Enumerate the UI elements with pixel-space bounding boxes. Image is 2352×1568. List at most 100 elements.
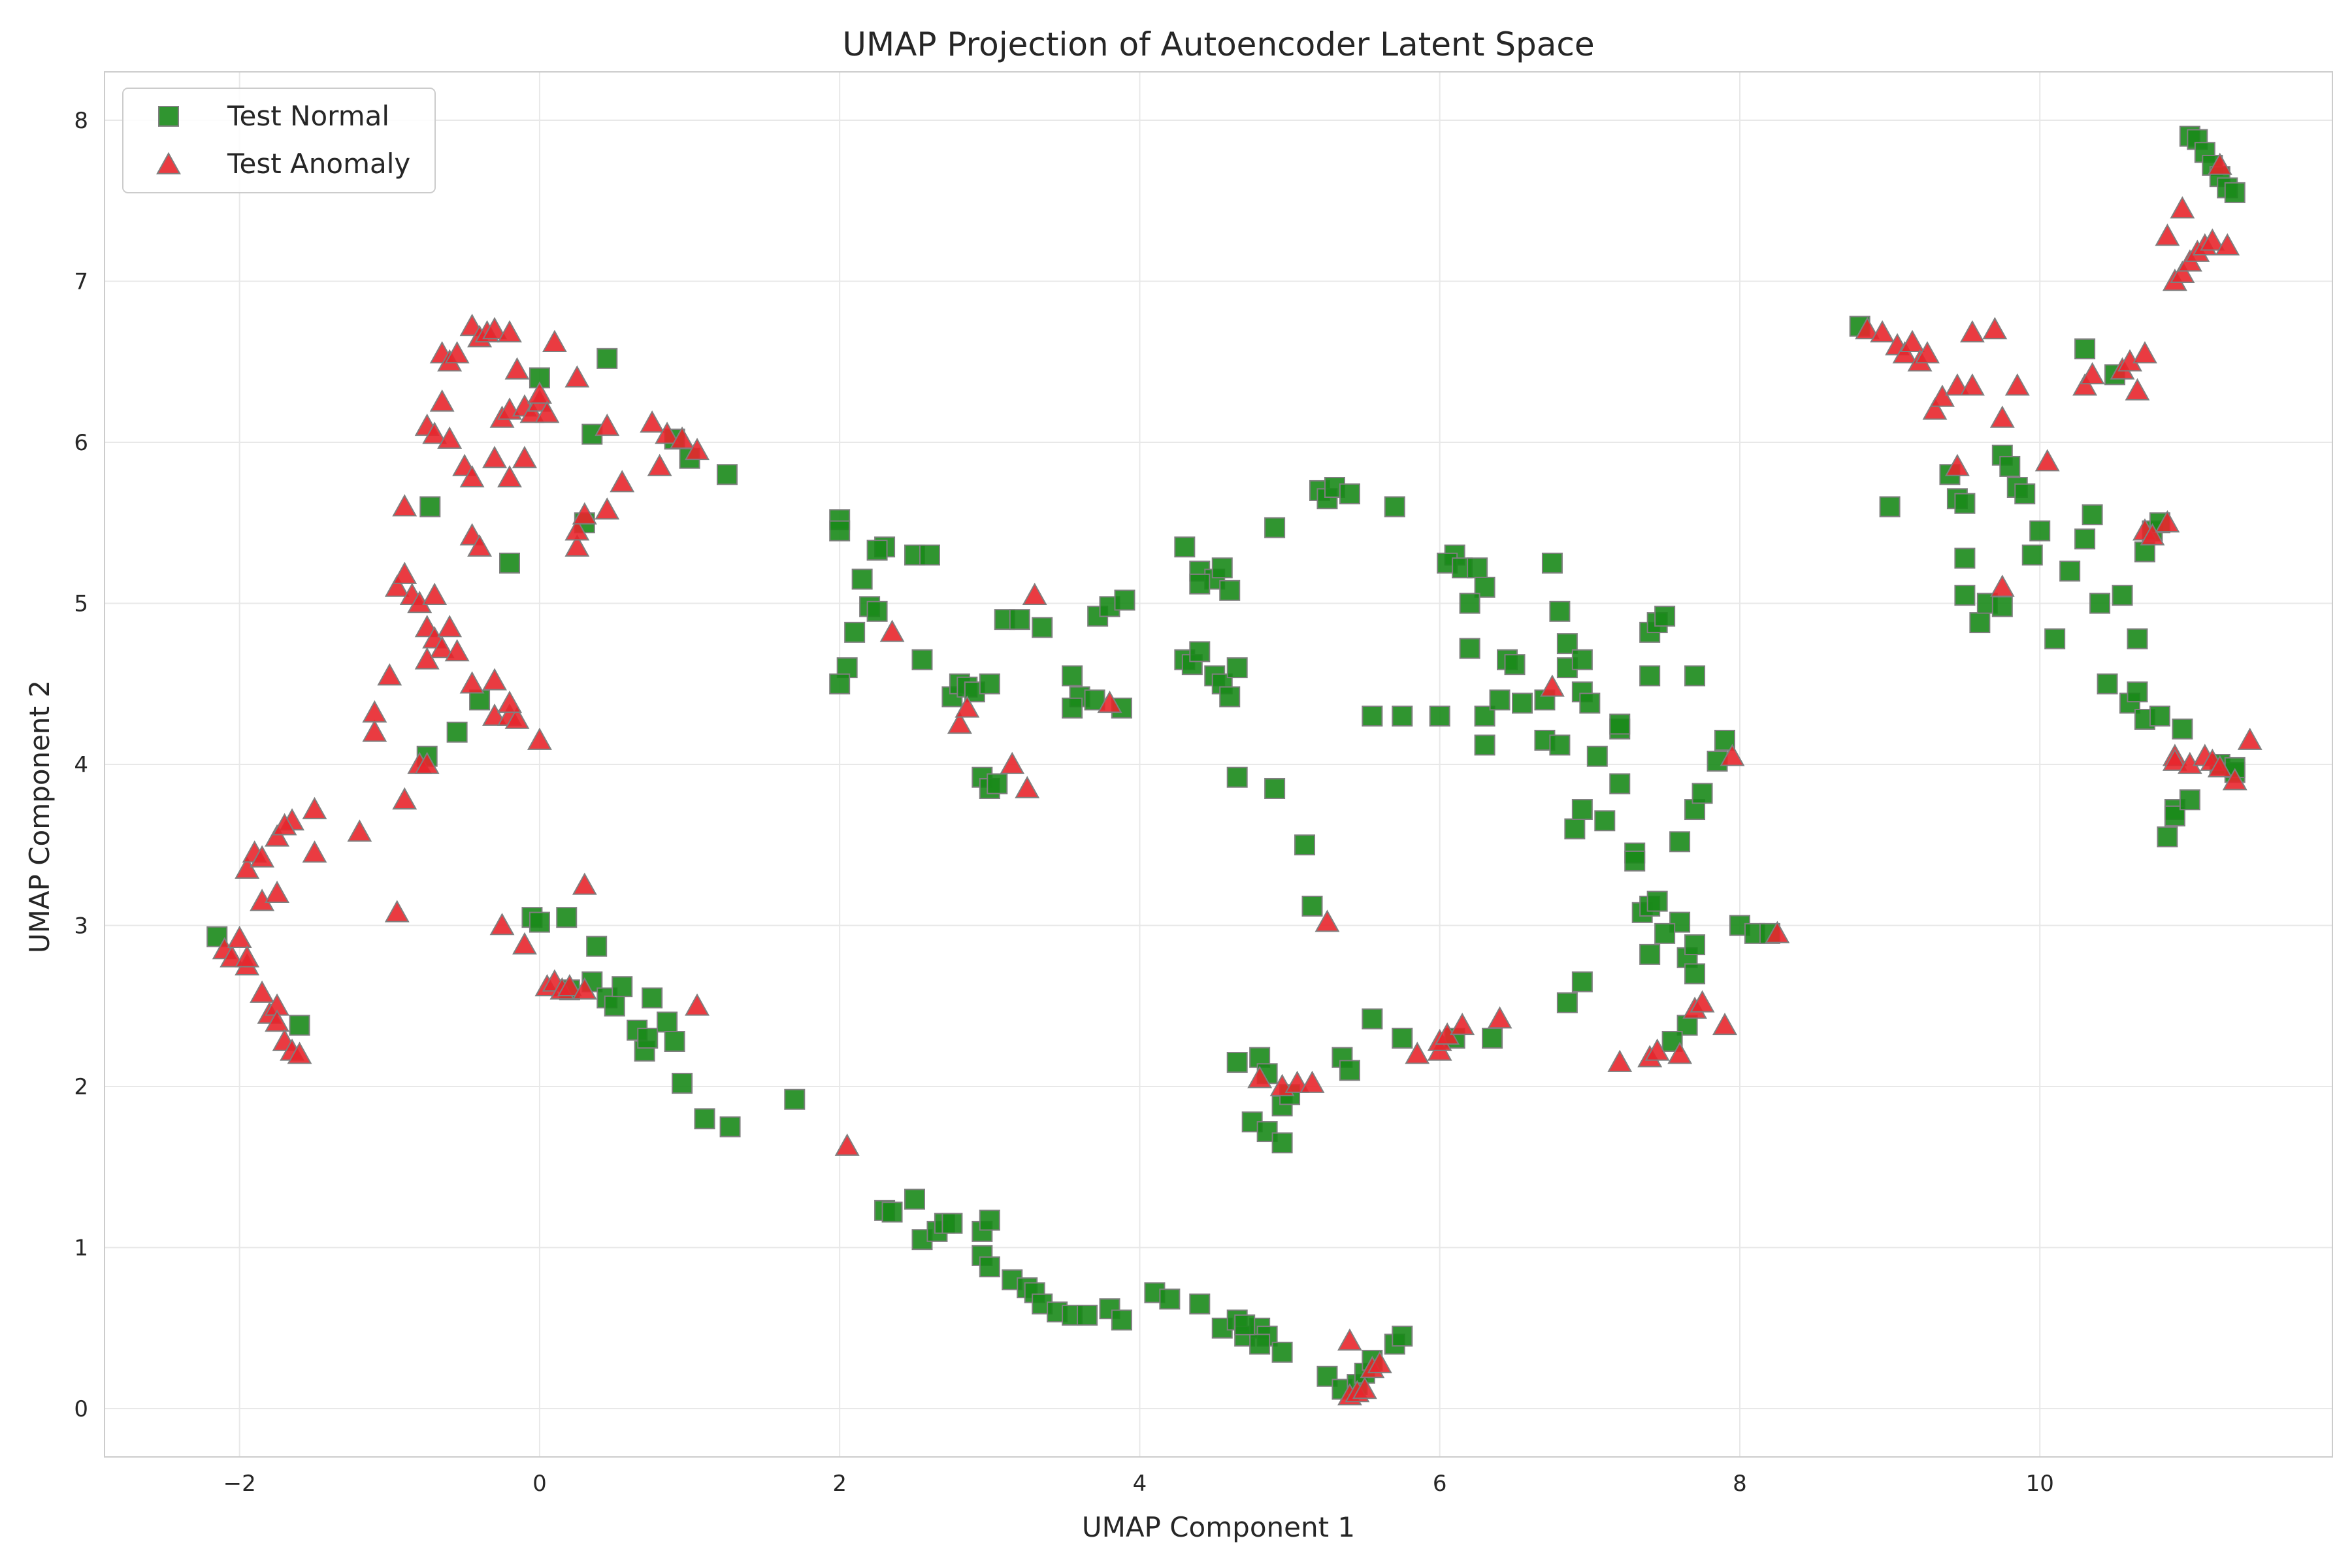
normal-point	[1032, 617, 1053, 638]
normal-point	[1684, 963, 1706, 985]
y-tick-label: 5	[74, 591, 88, 617]
anomaly-point	[392, 787, 417, 810]
legend-marker-test-normal	[158, 106, 179, 127]
anomaly-point	[2207, 152, 2232, 175]
anomaly-point	[1487, 1006, 1512, 1029]
normal-point	[2074, 528, 2096, 549]
normal-point	[672, 1073, 693, 1094]
anomaly-point	[1607, 1049, 1633, 1072]
normal-point	[979, 673, 1000, 694]
normal-point	[1691, 783, 1713, 804]
anomaly-point	[1712, 1013, 1737, 1036]
anomaly-point	[512, 446, 537, 468]
normal-point	[1271, 1341, 1293, 1363]
anomaly-point	[482, 446, 507, 468]
anomaly-point	[459, 465, 485, 488]
normal-point	[1969, 612, 1991, 634]
normal-point	[1586, 745, 1608, 767]
anomaly-point	[527, 381, 552, 404]
anomaly-point	[564, 534, 590, 557]
anomaly-point	[2170, 196, 2195, 219]
anomaly-point	[497, 320, 522, 343]
anomaly-point	[287, 1041, 312, 1064]
normal-point	[1571, 649, 1593, 670]
anomaly-point	[347, 819, 372, 842]
normal-point	[637, 1028, 659, 1049]
normal-point	[2127, 628, 2148, 649]
normal-point	[1684, 934, 1706, 956]
normal-point	[1512, 693, 1533, 714]
y-axis-label: UMAP Component 2	[24, 680, 56, 953]
normal-point	[1159, 1288, 1181, 1310]
normal-point	[2059, 561, 2081, 582]
normal-point	[1609, 713, 1631, 735]
anomaly-point	[235, 856, 260, 879]
x-tick-label: 10	[2026, 1471, 2054, 1497]
normal-point	[1189, 573, 1211, 595]
anomaly-point	[879, 619, 905, 642]
normal-point	[2172, 718, 2193, 740]
anomaly-point	[955, 695, 980, 718]
normal-point	[1594, 810, 1616, 832]
anomaly-point	[519, 400, 545, 423]
normal-point	[1077, 1305, 1098, 1326]
anomaly-point	[2132, 341, 2157, 364]
normal-point	[1564, 818, 1586, 840]
anomaly-point	[564, 365, 590, 388]
normal-point	[1234, 1314, 1256, 1335]
normal-point	[1219, 686, 1241, 708]
anomaly-point	[1000, 751, 1025, 774]
normal-point	[1189, 1293, 1211, 1315]
normal-point	[1459, 593, 1480, 614]
normal-point	[919, 544, 940, 566]
normal-point	[642, 987, 663, 1009]
anomaly-point	[250, 845, 275, 868]
anomaly-point	[1247, 1066, 1273, 1088]
normal-point	[2149, 706, 2170, 727]
anomaly-point	[1667, 1041, 1693, 1064]
normal-point	[1264, 517, 1286, 538]
anomaly-point	[467, 534, 493, 557]
normal-point	[2021, 544, 2043, 566]
normal-point	[2014, 483, 2036, 504]
normal-point	[1384, 496, 1405, 517]
legend-label-test-anomaly: Test Anomaly	[227, 148, 410, 180]
normal-point	[1271, 1132, 1293, 1154]
anomaly-point	[685, 993, 710, 1016]
normal-point	[556, 907, 578, 928]
anomaly-point	[265, 824, 290, 847]
anomaly-point	[227, 925, 252, 949]
normal-point	[1174, 536, 1196, 558]
normal-point	[1571, 799, 1593, 821]
anomaly-point	[459, 671, 485, 694]
anomaly-point	[302, 840, 327, 863]
series-test-normal	[206, 125, 2246, 1400]
anomaly-point	[1959, 320, 1985, 343]
anomaly-point	[444, 341, 470, 364]
normal-point	[1474, 576, 1495, 598]
normal-point	[1556, 992, 1578, 1013]
normal-point	[1609, 773, 1631, 794]
normal-point	[2074, 338, 2096, 359]
normal-point	[1474, 734, 1495, 756]
legend-marker-test-anomaly	[156, 152, 181, 174]
anomaly-point	[655, 421, 680, 444]
anomaly-point	[1989, 574, 2015, 597]
anomaly-point	[384, 900, 410, 923]
y-tick-label: 0	[74, 1396, 88, 1422]
anomaly-point	[482, 668, 507, 691]
normal-point	[1392, 706, 1413, 727]
anomaly-point	[482, 317, 507, 340]
y-tick-label: 2	[74, 1074, 88, 1100]
anomaly-point	[1720, 743, 1745, 766]
anomaly-point	[2222, 768, 2247, 791]
normal-point	[1489, 689, 1511, 711]
anomaly-point	[302, 796, 327, 819]
chart-title: UMAP Projection of Autoencoder Latent Sp…	[842, 25, 1594, 63]
normal-point	[2224, 182, 2246, 203]
anomaly-point	[444, 639, 470, 662]
x-tick-label: 8	[1733, 1471, 1747, 1497]
normal-point	[941, 1213, 963, 1234]
anomaly-point	[2080, 362, 2105, 385]
normal-point	[586, 936, 608, 957]
